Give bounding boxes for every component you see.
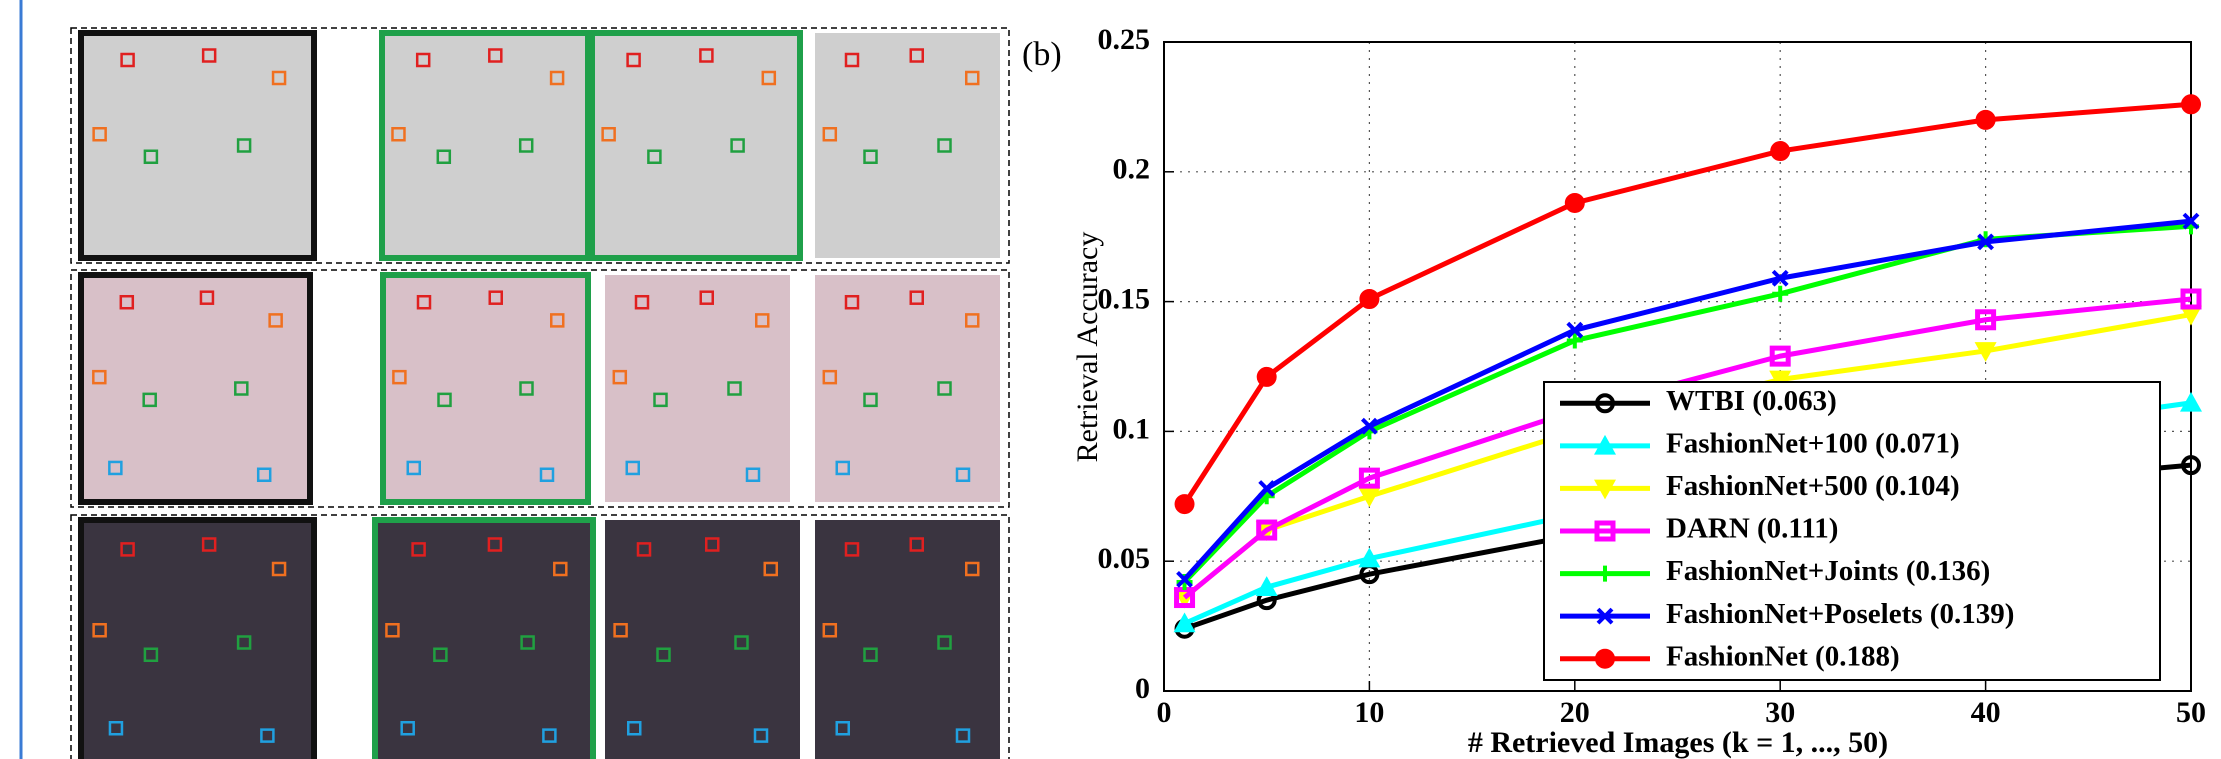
figure: (b) Retrieval Accuracy # Retrieved Image… [0, 0, 2221, 759]
marker [1772, 143, 1788, 159]
marker [1772, 286, 1788, 302]
x-tick-label: 10 [1354, 696, 1384, 729]
marker [1567, 195, 1583, 211]
photo [592, 33, 800, 258]
x-tick-label: 40 [1971, 696, 2001, 729]
panel-label: (b) [1022, 36, 1062, 73]
legend-label: FashionNet+Joints (0.136) [1666, 555, 1990, 587]
y-tick-label: 0.05 [1098, 542, 1151, 575]
marker [1259, 369, 1275, 385]
y-axis-label: Retrieval Accuracy [1071, 232, 1104, 463]
x-axis-label: # Retrieved Images (k = 1, ..., 50) [1468, 726, 1888, 759]
legend-label: FashionNet+100 (0.071) [1666, 428, 1960, 460]
x-tick-label: 30 [1765, 696, 1795, 729]
photo [815, 33, 1000, 258]
legend-label: FashionNet+500 (0.104) [1666, 470, 1960, 502]
legend-label: WTBI (0.063) [1666, 385, 1837, 417]
photo [605, 275, 790, 502]
y-tick-label: 0 [1135, 672, 1150, 705]
photo [81, 33, 314, 258]
y-tick-label: 0.2 [1113, 153, 1151, 186]
marker [1978, 112, 1994, 128]
photo [383, 275, 588, 502]
legend-label: FashionNet (0.188) [1666, 640, 1900, 672]
x-tick-label: 0 [1157, 696, 1172, 729]
legend-label: DARN (0.111) [1666, 513, 1838, 545]
legend-marker [1597, 651, 1613, 667]
x-tick-label: 20 [1560, 696, 1590, 729]
legend-label: FashionNet+Poselets (0.139) [1666, 598, 2014, 630]
x-tick-label: 50 [2176, 696, 2206, 729]
y-tick-label: 0.1 [1113, 412, 1151, 445]
photo [81, 275, 310, 502]
y-tick-label: 0.25 [1098, 23, 1151, 56]
y-tick-label: 0.15 [1098, 282, 1151, 315]
marker [1361, 291, 1377, 307]
marker [1177, 496, 1193, 512]
photo-panel [71, 28, 1009, 759]
photo [815, 275, 1000, 502]
photo [382, 33, 588, 258]
marker [2183, 96, 2199, 112]
